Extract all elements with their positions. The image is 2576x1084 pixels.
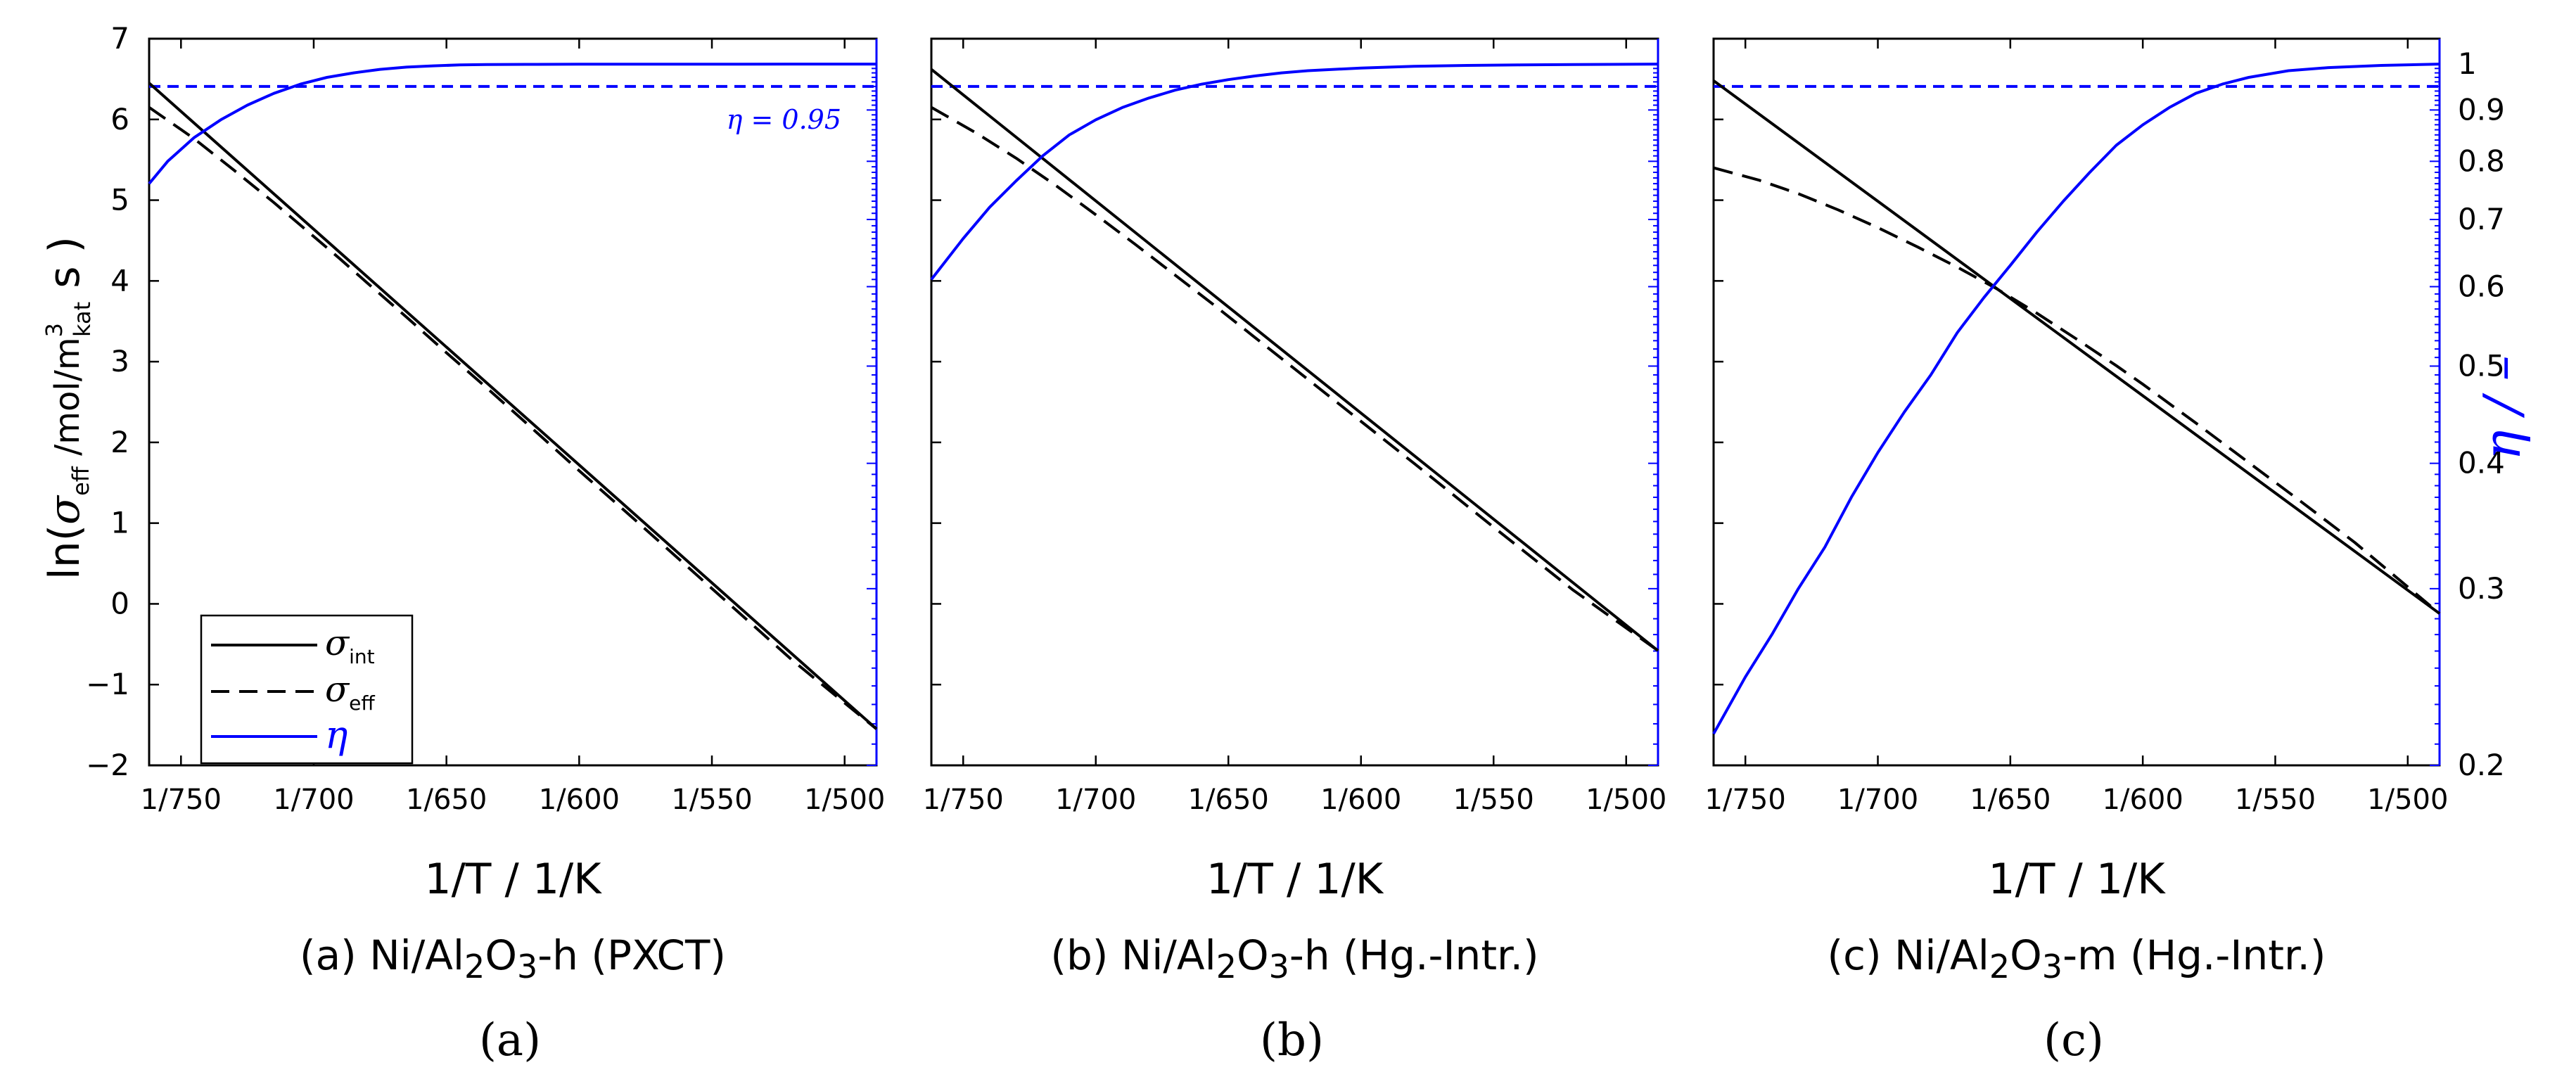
ticks-b: 1/750 1/700 1/650 1/600 1/550 1/500	[923, 37, 1666, 816]
y-tick-label: 3	[110, 344, 129, 378]
svg-text:ln(σeff /mol/m3kat s ): ln(σeff /mol/m3kat s )	[40, 236, 96, 580]
eta-tick-label: 0.4	[2458, 446, 2505, 480]
x-tick-label: 1/650	[406, 784, 487, 816]
x-tick-label: 1/600	[539, 784, 620, 816]
y-tick-label: 6	[110, 102, 129, 136]
series-sigma-int-line	[930, 68, 1659, 652]
threshold-label-a: η = 0.95	[727, 104, 841, 135]
y-tick-label: 0	[110, 586, 129, 620]
x-axis-label-a: 1/T / 1/K	[424, 855, 602, 904]
x-tick-label: 1/500	[2367, 784, 2448, 816]
plot-area-c	[1712, 37, 2441, 767]
legend: σint σeff η	[200, 614, 414, 765]
panel-title-c: (c) Ni/Al2O3-m (Hg.-Intr.)	[1827, 931, 2326, 986]
x-tick-label: 1/550	[671, 784, 752, 816]
y-tick-label: 7	[110, 21, 129, 56]
left-y-axis-label: ln(σeff /mol/m3kat s )	[40, 236, 96, 580]
eta-tick-label: 0.5	[2458, 348, 2505, 383]
plot-area-b	[930, 37, 1659, 767]
right-y-axis-label: η / –	[2473, 355, 2532, 460]
x-tick-label: 1/750	[923, 784, 1004, 816]
x-tick-label: 1/700	[1837, 784, 1918, 816]
panel-letter-a: (a)	[479, 1014, 541, 1066]
series-eta-line	[148, 63, 876, 185]
eta-tick-label: 0.2	[2458, 748, 2505, 782]
series-sigma-eff-line	[148, 106, 878, 730]
ticks-a: 1/750 1/700 1/650 1/600 1/550 1/500 −2 −1 0 1 2 3 4 5…	[86, 21, 885, 816]
x-axis-label-c: 1/T / 1/K	[1988, 855, 2166, 904]
series-sigma-eff-line	[1713, 166, 2441, 615]
eta-tick-label: 0.7	[2458, 202, 2505, 236]
x-tick-label: 1/750	[141, 784, 222, 816]
series-sigma-int-line	[1712, 79, 2441, 615]
eta-axis-label: η / –	[2473, 355, 2532, 460]
eta-tick-label: 0.9	[2458, 92, 2505, 127]
y-tick-label: 2	[110, 425, 129, 459]
panel-letter-b: (b)	[1260, 1014, 1324, 1066]
y-tick-label: −2	[86, 748, 129, 782]
ylabel-sigma-sub: eff	[68, 466, 94, 496]
legend-box	[200, 614, 414, 765]
ticks-c: 1/750 1/700 1/650 1/600 1/550 1/500 0.2 0.3 0.4 0…	[1705, 37, 2505, 816]
legend-label-eta: η	[325, 713, 347, 757]
ylabel-sigma: σ	[40, 495, 89, 525]
series-sigma-eff-line	[931, 106, 1659, 652]
y-tick-label: 5	[110, 183, 129, 217]
ylabel-unit-sub: kat	[69, 302, 96, 337]
x-tick-label: 1/750	[1705, 784, 1786, 816]
panel-title-a: (a) Ni/Al2O3-h (PXCT)	[300, 931, 726, 986]
x-tick-label: 1/650	[1970, 784, 2051, 816]
legend-label-sigma-int: σint	[325, 623, 375, 668]
series-sigma-int-line	[148, 82, 878, 730]
x-tick-label: 1/600	[1320, 784, 1401, 816]
ylabel-tail: s )	[40, 236, 89, 302]
eta-tick-label: 0.8	[2458, 144, 2505, 178]
x-tick-label: 1/700	[273, 784, 354, 816]
panel-a: 1/750 1/700 1/650 1/600 1/550 1/500 −2 −1 0 1 2 3 4 5…	[86, 21, 885, 1066]
x-tick-label: 1/600	[2103, 784, 2183, 816]
x-tick-label: 1/550	[1453, 784, 1534, 816]
lines-a	[148, 63, 878, 730]
x-tick-label: 1/500	[1586, 784, 1666, 816]
series-eta-line	[1712, 63, 2440, 735]
x-tick-label: 1/500	[804, 784, 885, 816]
x-tick-label: 1/650	[1188, 784, 1269, 816]
lines-c	[1712, 63, 2441, 735]
panel-title-b: (b) Ni/Al2O3-h (Hg.-Intr.)	[1050, 931, 1538, 986]
legend-label-sigma-eff: σeff	[325, 669, 375, 715]
x-tick-label: 1/700	[1055, 784, 1136, 816]
ylabel-unit: /mol/m	[48, 337, 87, 466]
panel-b: 1/750 1/700 1/650 1/600 1/550 1/500 1/T / 1/K…	[923, 37, 1666, 1066]
y-tick-label: 4	[110, 263, 129, 298]
ylabel-unit-sup: 3	[41, 323, 68, 337]
panel-letter-c: (c)	[2043, 1014, 2104, 1066]
eta-tick-label: 0.3	[2458, 571, 2505, 606]
eta-tick-label: 0.6	[2458, 269, 2505, 304]
y-tick-label: 1	[110, 506, 129, 540]
ylabel-prefix: ln(	[40, 525, 89, 580]
x-tick-label: 1/550	[2235, 784, 2316, 816]
panel-c: 1/750 1/700 1/650 1/600 1/550 1/500 0.2 0.3 0.4 0…	[1705, 37, 2505, 1066]
lines-b	[930, 63, 1659, 652]
series-eta-line	[930, 63, 1659, 281]
x-axis-label-b: 1/T / 1/K	[1206, 855, 1384, 904]
eta-tick-label: 1	[2458, 46, 2477, 81]
y-tick-label: −1	[86, 667, 129, 701]
